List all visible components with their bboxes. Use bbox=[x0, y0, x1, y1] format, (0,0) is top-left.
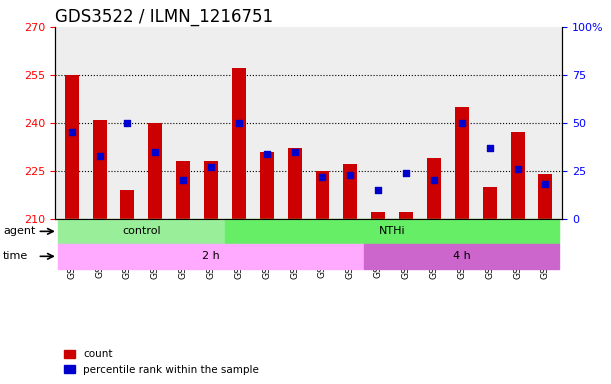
Point bbox=[457, 120, 467, 126]
Point bbox=[345, 172, 355, 178]
Bar bbox=[483, 187, 497, 219]
Bar bbox=[288, 149, 302, 219]
Text: time: time bbox=[3, 251, 28, 262]
Text: 4 h: 4 h bbox=[453, 251, 470, 262]
Point bbox=[262, 151, 272, 157]
Bar bbox=[58, 244, 364, 269]
Bar bbox=[343, 164, 357, 219]
Bar bbox=[204, 161, 218, 219]
Point bbox=[178, 177, 188, 184]
Point bbox=[290, 149, 299, 155]
Bar bbox=[511, 132, 524, 219]
Bar bbox=[315, 171, 329, 219]
Point bbox=[485, 145, 494, 151]
Bar bbox=[364, 244, 559, 269]
Bar bbox=[455, 107, 469, 219]
Bar bbox=[371, 212, 385, 219]
Bar bbox=[58, 219, 225, 244]
Point bbox=[95, 152, 104, 159]
Text: control: control bbox=[122, 226, 161, 237]
Point bbox=[150, 149, 160, 155]
Text: GDS3522 / ILMN_1216751: GDS3522 / ILMN_1216751 bbox=[55, 8, 273, 26]
Bar bbox=[176, 161, 190, 219]
Bar bbox=[427, 158, 441, 219]
Point bbox=[373, 187, 383, 193]
Bar bbox=[65, 75, 79, 219]
Point bbox=[401, 170, 411, 176]
Bar bbox=[260, 152, 274, 219]
Bar bbox=[399, 212, 413, 219]
Point bbox=[429, 177, 439, 184]
Bar bbox=[148, 123, 163, 219]
Point bbox=[123, 120, 133, 126]
Text: agent: agent bbox=[3, 226, 35, 237]
Bar bbox=[225, 219, 559, 244]
Point bbox=[541, 181, 551, 187]
Point bbox=[206, 164, 216, 170]
Point bbox=[513, 166, 522, 172]
Point bbox=[318, 174, 327, 180]
Bar bbox=[93, 120, 106, 219]
Bar bbox=[120, 190, 134, 219]
Text: 2 h: 2 h bbox=[202, 251, 220, 262]
Point bbox=[67, 129, 76, 136]
Text: NTHi: NTHi bbox=[379, 226, 406, 237]
Point bbox=[234, 120, 244, 126]
Bar bbox=[538, 174, 552, 219]
Legend: count, percentile rank within the sample: count, percentile rank within the sample bbox=[60, 345, 263, 379]
Bar bbox=[232, 68, 246, 219]
